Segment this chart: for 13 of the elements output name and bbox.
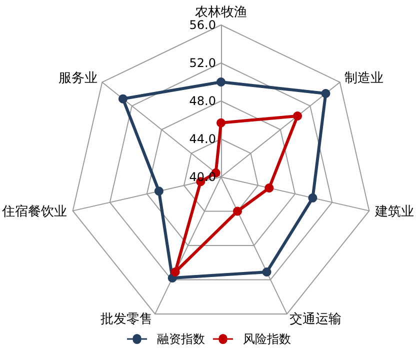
spoke-label: 服务业 [58, 70, 98, 86]
spoke-label: 建筑业 [374, 204, 414, 220]
legend-label: 融资指数 [157, 332, 205, 346]
spoke-label: 住宿餐饮业 [0, 204, 67, 220]
spoke-label: 批发零售 [100, 312, 152, 327]
y-tick-label: 56.0 [189, 18, 216, 32]
legend-label: 风险指数 [243, 332, 291, 346]
spoke-label: 农林牧渔 [195, 5, 247, 20]
spoke-label: 制造业 [344, 70, 384, 86]
y-tick-label: 44.0 [189, 132, 216, 146]
y-tick-label: 48.0 [189, 94, 216, 108]
spoke-label: 交通运输 [290, 310, 342, 327]
y-tick-label: 52.0 [189, 56, 216, 70]
